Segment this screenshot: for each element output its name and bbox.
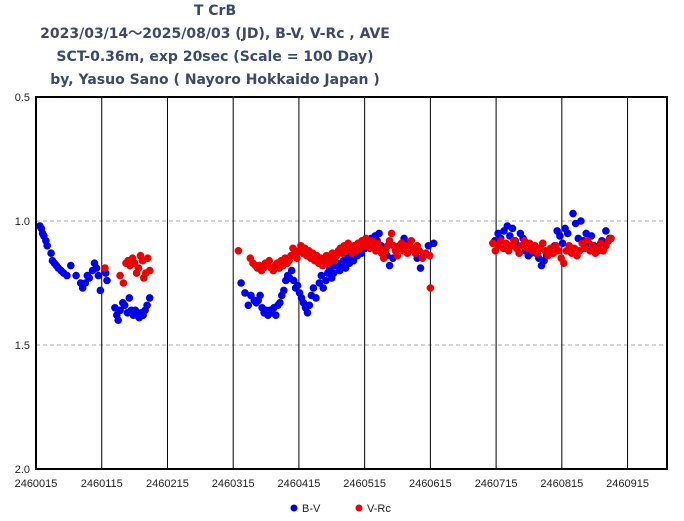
data-point (241, 289, 249, 297)
data-point (317, 271, 326, 280)
data-point (385, 261, 394, 270)
data-point (145, 294, 154, 302)
y-axis-tick-labels: 0.5 1.0 1.5 2.0 (15, 92, 30, 476)
data-point (103, 276, 111, 285)
data-point (429, 239, 438, 248)
y-tick-label: 0.5 (15, 92, 30, 104)
data-point (312, 294, 320, 302)
data-point (393, 251, 402, 260)
data-point (280, 286, 288, 295)
data-point (265, 256, 274, 265)
legend-label-b-v: B-V (302, 503, 321, 515)
x-tick-label: 2460015 (15, 478, 58, 490)
data-point (85, 274, 93, 282)
data-point (510, 237, 518, 245)
data-point (237, 279, 245, 287)
data-point (63, 271, 71, 280)
data-point (563, 229, 572, 238)
series-v-rc (101, 229, 615, 292)
chart-subtitle-instrument: SCT-0.36m, exp 20sec (Scale = 100 Day) (56, 49, 374, 65)
data-point (143, 254, 152, 262)
y-tick-label: 2.0 (15, 464, 30, 476)
data-point (67, 261, 75, 270)
data-point (607, 234, 615, 243)
data-point (47, 249, 55, 257)
data-point (403, 249, 412, 257)
x-axis-tick-labels: 2460015 2460115 2460215 2460315 2460415 24605… (15, 478, 649, 490)
x-tick-label: 2460515 (343, 478, 386, 490)
legend-label-v-rc: V-Rc (367, 503, 391, 515)
data-point (92, 264, 101, 272)
x-tick-label: 2460715 (475, 478, 518, 490)
chart-subtitle-observer: by, Yasuo Sano ( Nayoro Hokkaido Japan ) (50, 72, 380, 88)
data-point (330, 269, 338, 277)
plot-border (35, 96, 668, 470)
data-point (569, 209, 577, 218)
data-point (94, 271, 103, 280)
x-tick-label: 2460915 (606, 478, 649, 490)
data-point (287, 266, 296, 275)
data-point (426, 284, 435, 292)
x-tick-label: 2460215 (146, 478, 189, 490)
data-point (416, 264, 425, 272)
data-point (554, 247, 563, 255)
x-tick-label: 2460115 (81, 478, 123, 490)
data-point (120, 301, 129, 310)
data-point (293, 281, 302, 290)
data-point (415, 247, 424, 255)
data-point (305, 301, 314, 310)
chart-subtitle-dates: 2023/03/14～2025/08/03 (JD), B-V, V-Rc , … (40, 26, 390, 42)
data-point (134, 264, 143, 272)
data-point (407, 237, 416, 245)
data-point (303, 309, 312, 317)
y-tick-label: 1.5 (15, 340, 30, 352)
data-point (276, 299, 284, 307)
x-tick-label: 2460815 (540, 478, 583, 490)
data-point (114, 316, 122, 325)
data-point (375, 229, 383, 238)
data-point (425, 251, 434, 260)
x-tick-label: 2460615 (409, 478, 452, 490)
x-tick-label: 2460415 (278, 478, 321, 490)
data-point (125, 294, 134, 302)
y-tick-label: 1.0 (15, 216, 30, 228)
data-point (145, 266, 154, 275)
data-point (322, 276, 330, 285)
data-point (508, 224, 517, 233)
data-point (119, 279, 128, 287)
data-point (143, 301, 151, 310)
x-tick-label: 2460315 (212, 478, 255, 490)
data-point (116, 306, 124, 315)
data-point (602, 227, 610, 235)
data-point (116, 271, 124, 280)
data-point (560, 259, 568, 268)
data-point (387, 229, 396, 238)
legend: B-V V-Rc (290, 503, 391, 515)
data-point (293, 254, 301, 262)
legend-marker-b-v (290, 504, 298, 512)
data-point (43, 242, 51, 250)
data-point (244, 301, 253, 310)
data-point (558, 239, 567, 248)
data-point (539, 239, 547, 248)
vertical-gridlines (101, 97, 629, 469)
data-point (319, 284, 328, 292)
chart-title: T CrB (193, 3, 237, 19)
data-point (96, 286, 105, 295)
data-point (101, 264, 109, 272)
data-point (583, 237, 592, 245)
legend-marker-v-rc (355, 504, 363, 512)
data-point (309, 284, 318, 292)
data-point (556, 232, 564, 240)
plot-area (36, 97, 667, 469)
data-point (515, 249, 523, 257)
data-point (234, 247, 243, 255)
data-point (379, 254, 388, 262)
data-point (72, 271, 80, 280)
data-point (256, 291, 264, 300)
data-point (272, 311, 280, 320)
data-point (577, 217, 585, 225)
chart-title-block: T CrB 2023/03/14～2025/08/03 (JD), B-V, V… (0, 0, 430, 92)
